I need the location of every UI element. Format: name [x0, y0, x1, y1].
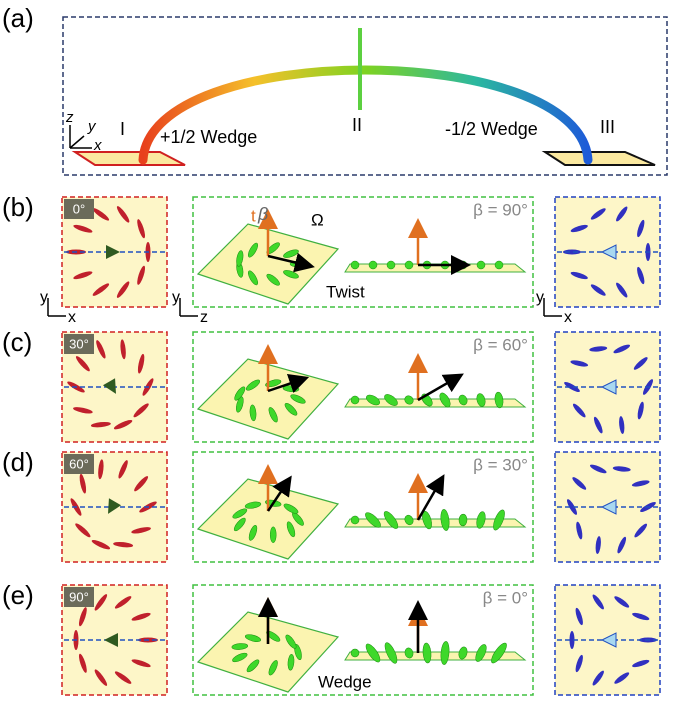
molecule: [387, 261, 395, 269]
angle-label: 0°: [73, 201, 85, 216]
axis-label: x: [68, 309, 76, 326]
annotation: Twist: [326, 282, 365, 301]
molecule: [351, 261, 359, 269]
axis-label: y: [40, 289, 48, 306]
panel-label: (d): [2, 447, 34, 477]
axis-label: y: [536, 289, 544, 306]
annotation: Ω: [311, 210, 324, 229]
omega-arrow: [418, 376, 460, 400]
angle-label: 60°: [69, 456, 89, 471]
axis-label: z: [65, 109, 74, 126]
rows: (b) 0° β = 90° (c) 30° β = 60° (d) 60° β = 30° (e…: [2, 192, 660, 695]
axis-label: x: [564, 309, 572, 326]
plate-left: [75, 152, 185, 165]
omega-arrow: [418, 478, 442, 520]
point-label: I: [120, 119, 125, 139]
figure: (a) z y x I II III +1/2 Wedge -1/2 Wedge…: [0, 0, 679, 696]
axis-label: y: [87, 118, 97, 135]
molecule: [495, 261, 503, 269]
beta-label: β = 90°: [473, 200, 528, 219]
molecule: [270, 527, 276, 543]
axis-label: y: [172, 289, 180, 306]
beta-label: β = 60°: [473, 335, 528, 354]
panel-label: (a): [2, 3, 34, 33]
defect-label: +1/2 Wedge: [160, 127, 257, 147]
molecule: [477, 261, 485, 269]
annotation: Wedge: [318, 672, 372, 691]
plate-right: [545, 152, 655, 165]
axis-label: z: [200, 309, 208, 326]
panel-label: (b): [2, 192, 34, 222]
beta-label: β = 0°: [483, 588, 528, 607]
molecule: [369, 261, 377, 269]
angle-label: 30°: [69, 336, 89, 351]
point-label: II: [352, 115, 362, 135]
beta-label: β = 30°: [473, 455, 528, 474]
axis-label: x: [93, 137, 102, 154]
point-label: III: [600, 117, 615, 137]
defect-label: -1/2 Wedge: [445, 119, 538, 139]
angle-label: 90°: [69, 589, 89, 604]
molecule: [440, 641, 450, 665]
molecule: [405, 261, 413, 269]
panel-a: (a) z y x I II III +1/2 Wedge -1/2 Wedge: [2, 3, 667, 175]
annotation: t: [251, 206, 256, 225]
annotation: β: [257, 204, 268, 224]
panel-label: (c): [2, 327, 32, 357]
molecule: [440, 509, 450, 531]
panel-label: (e): [2, 580, 34, 610]
